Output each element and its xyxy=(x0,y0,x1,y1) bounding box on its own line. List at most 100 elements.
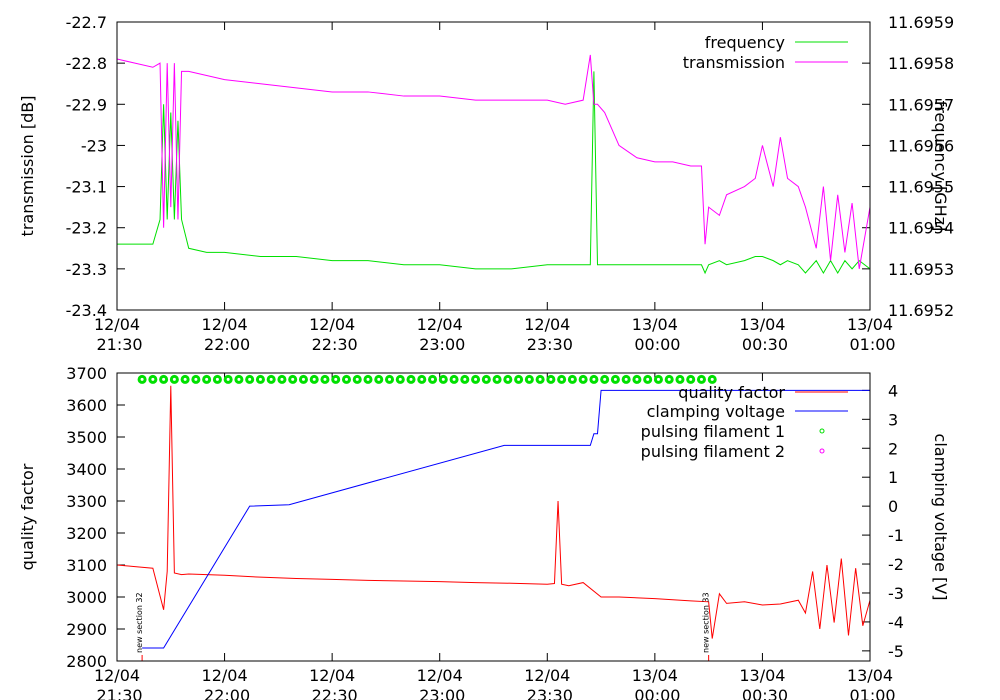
point xyxy=(449,374,459,384)
y2-tick-label: 11.6956 xyxy=(888,136,954,155)
point xyxy=(148,374,158,384)
point xyxy=(298,374,308,384)
x-tick-label: 13/04 00:30 xyxy=(737,666,788,700)
point xyxy=(546,374,556,384)
legend-label: pulsing filament 1 xyxy=(641,422,785,441)
y2-tick-label: -2 xyxy=(888,555,904,574)
y2-tick-label: 11.6959 xyxy=(888,13,954,32)
point xyxy=(557,374,567,384)
point xyxy=(675,374,685,384)
y2-tick-label: -4 xyxy=(888,613,904,632)
x-tick-label: 12/04 23:00 xyxy=(414,666,465,700)
point xyxy=(288,374,298,384)
y2-axis-label: clamping voltage [V] xyxy=(931,434,950,601)
point xyxy=(643,374,653,384)
series-line xyxy=(117,385,870,639)
y-tick-label: -22.7 xyxy=(66,13,107,32)
point xyxy=(632,374,642,384)
y-tick-label: 3000 xyxy=(66,588,107,607)
y2-tick-label: 11.6955 xyxy=(888,178,954,197)
y2-tick-label: 11.6954 xyxy=(888,219,954,238)
y-tick-label: -23.3 xyxy=(66,260,107,279)
y2-tick-label: 3 xyxy=(888,410,898,429)
x-tick-label: 12/04 22:30 xyxy=(307,315,358,354)
point xyxy=(438,374,448,384)
y2-axis-label: frequency [GHz] xyxy=(931,101,950,232)
y-tick-label: 2800 xyxy=(66,652,107,671)
y2-tick-label: 11.6953 xyxy=(888,260,954,279)
point xyxy=(567,374,577,384)
point xyxy=(707,374,717,384)
point xyxy=(417,374,427,384)
series-line xyxy=(117,71,870,275)
y-tick-label: 3300 xyxy=(66,492,107,511)
point xyxy=(460,374,470,384)
point xyxy=(309,374,319,384)
point xyxy=(514,374,524,384)
point xyxy=(503,374,513,384)
legend-label: frequency xyxy=(705,33,785,52)
y2-tick-label: 2 xyxy=(888,439,898,458)
point xyxy=(266,374,276,384)
x-tick-label: 12/04 22:00 xyxy=(199,666,250,700)
point xyxy=(428,374,438,384)
point xyxy=(191,374,201,384)
y-tick-label: 2900 xyxy=(66,620,107,639)
y2-tick-label: 11.6952 xyxy=(888,301,954,320)
point xyxy=(255,374,265,384)
point xyxy=(212,374,222,384)
y-tick-label: -22.9 xyxy=(66,95,107,114)
point xyxy=(664,374,674,384)
plot-area xyxy=(117,54,870,275)
point xyxy=(202,374,212,384)
y2-tick-label: -5 xyxy=(888,642,904,661)
y-tick-label: 3100 xyxy=(66,556,107,575)
point xyxy=(180,374,190,384)
annotation: new section 32 xyxy=(135,592,144,653)
x-tick-label: 12/04 23:30 xyxy=(522,315,573,354)
point xyxy=(406,374,416,384)
point xyxy=(223,374,233,384)
point xyxy=(341,374,351,384)
point xyxy=(352,374,362,384)
plot-frame xyxy=(116,21,871,311)
point xyxy=(320,374,330,384)
point xyxy=(653,374,663,384)
legend-label: pulsing filament 2 xyxy=(641,442,785,461)
point xyxy=(374,374,384,384)
x-tick-label: 13/04 00:00 xyxy=(629,666,680,700)
y-tick-label: -22.8 xyxy=(66,54,107,73)
y-tick-label: 3200 xyxy=(66,524,107,543)
point xyxy=(492,374,502,384)
legend-marker xyxy=(819,448,825,454)
x-tick-label: 13/04 01:00 xyxy=(844,315,895,354)
point xyxy=(169,374,179,384)
y-tick-label: 3700 xyxy=(66,364,107,383)
plot-frame xyxy=(116,372,871,662)
y-axis-label: quality factor xyxy=(18,463,37,570)
x-tick-label: 12/04 21:30 xyxy=(91,315,142,354)
point xyxy=(610,374,620,384)
point xyxy=(686,374,696,384)
y-tick-label: -23.4 xyxy=(66,301,107,320)
y2-tick-label: 11.6958 xyxy=(888,54,954,73)
point xyxy=(363,374,373,384)
y2-tick-label: 11.6957 xyxy=(888,95,954,114)
legend-label: clamping voltage xyxy=(647,402,785,421)
y-tick-label: 3400 xyxy=(66,460,107,479)
point xyxy=(331,374,341,384)
x-tick-label: 12/04 22:30 xyxy=(307,666,358,700)
y2-tick-label: -1 xyxy=(888,526,904,545)
legend-marker xyxy=(819,428,825,434)
series-line xyxy=(142,389,870,649)
y2-tick-label: 1 xyxy=(888,468,898,487)
y2-tick-label: -3 xyxy=(888,584,904,603)
x-tick-label: 12/04 22:00 xyxy=(199,315,250,354)
point xyxy=(471,374,481,384)
point xyxy=(621,374,631,384)
point xyxy=(535,374,545,384)
point xyxy=(234,374,244,384)
point xyxy=(696,374,706,384)
point xyxy=(277,374,287,384)
